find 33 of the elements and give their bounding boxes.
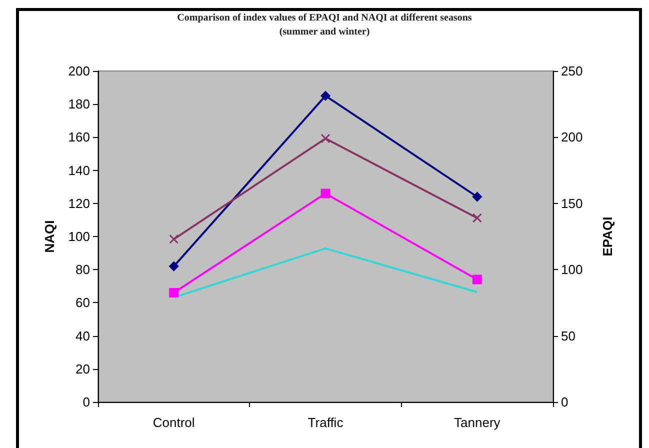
chart-title: Comparison of index values of EPAQI and NAQI at different seasons [177, 12, 472, 24]
y-tick-label: 80 [76, 262, 90, 278]
point [169, 262, 179, 272]
point [320, 188, 330, 198]
y-tick-label: 100 [68, 229, 90, 244]
chart-subtitle: (summer and winter) [279, 26, 370, 38]
y-tick-label: 180 [68, 96, 90, 112]
y2-axis-title: EPAQI [600, 216, 615, 256]
y-tick-label: 140 [68, 162, 90, 178]
point [320, 91, 330, 101]
y2-tick-label: 100 [561, 262, 583, 278]
y2-tick-label: 250 [561, 64, 583, 78]
point [472, 274, 482, 284]
y2-tick-label: 0 [561, 394, 568, 410]
y-tick-label: 20 [76, 361, 90, 376]
y-tick-label: 0 [82, 394, 90, 410]
y-tick-label: 160 [68, 130, 90, 145]
x-tick-label: Traffic [308, 415, 344, 430]
y-tick-label: 120 [68, 196, 90, 211]
y2-tick-label: 200 [561, 130, 583, 145]
point [169, 234, 179, 244]
x-tick-label: Tannery [454, 415, 501, 430]
y-tick-label: 200 [68, 64, 90, 78]
point [472, 192, 482, 202]
y-axis-title: NAQI [42, 220, 57, 253]
y-tick-label: 40 [76, 328, 90, 344]
point [472, 213, 482, 223]
x-tick-label: Control [152, 415, 195, 430]
y-tick-label: 60 [76, 295, 90, 310]
point [320, 134, 330, 144]
y2-tick-label: 150 [561, 196, 583, 211]
point [169, 288, 179, 298]
y2-tick-label: 50 [561, 328, 576, 344]
